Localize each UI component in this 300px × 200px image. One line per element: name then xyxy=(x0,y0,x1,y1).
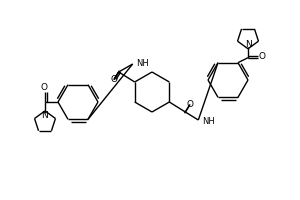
Text: NH: NH xyxy=(202,116,215,126)
Text: NH: NH xyxy=(136,58,148,68)
Text: N: N xyxy=(246,40,252,49)
Text: O: O xyxy=(40,82,47,92)
Text: N: N xyxy=(40,110,47,119)
Text: O: O xyxy=(259,52,266,61)
Text: O: O xyxy=(187,100,194,109)
Text: O: O xyxy=(110,75,117,84)
